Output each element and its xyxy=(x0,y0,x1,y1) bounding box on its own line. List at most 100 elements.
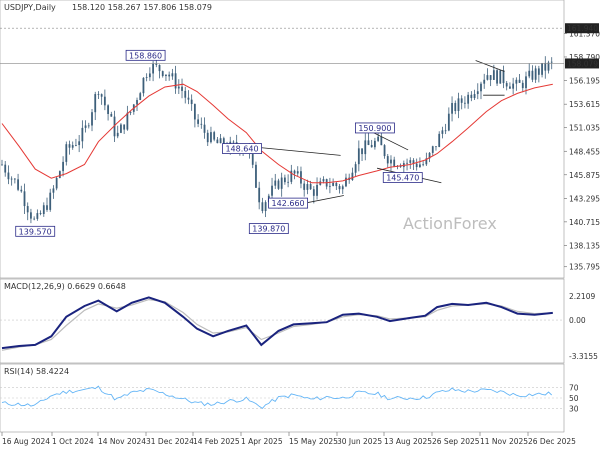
candle-body xyxy=(1,164,3,166)
candle-body xyxy=(42,205,45,215)
candle-body xyxy=(518,79,521,83)
candle-body xyxy=(71,145,74,148)
candle-body xyxy=(168,74,171,77)
candle-body xyxy=(68,144,71,148)
candle-body xyxy=(148,73,151,78)
candle-body xyxy=(274,180,277,186)
candle-body xyxy=(46,205,48,210)
candle-body xyxy=(332,182,335,186)
macd-y-tick: -3.3155 xyxy=(569,352,598,361)
annotation-label: 145.470 xyxy=(386,173,419,182)
x-axis-label: 26 Dec 2025 xyxy=(528,437,576,446)
annotation-box xyxy=(222,143,262,154)
candle-body xyxy=(309,184,312,190)
candle-body xyxy=(476,91,479,95)
price-y-tick: 148.455 xyxy=(569,147,600,156)
candle-body xyxy=(312,189,315,196)
candle-body xyxy=(97,94,100,95)
candle-body xyxy=(52,188,55,193)
price-header-symbol: USDJPY,Daily xyxy=(4,3,56,12)
annotation-label: 139.570 xyxy=(19,227,52,236)
candle-body xyxy=(470,94,473,99)
candle-body xyxy=(78,141,81,146)
candle-body xyxy=(283,177,286,183)
candle-body xyxy=(412,160,415,164)
candle-body xyxy=(113,116,116,137)
candle-body xyxy=(20,189,23,192)
annotation-box xyxy=(355,122,395,134)
candle-body xyxy=(473,94,476,99)
candle-body xyxy=(145,77,148,78)
candle-body xyxy=(370,144,373,148)
trend-line xyxy=(246,145,341,156)
annotation-box xyxy=(382,172,423,183)
candle-body xyxy=(174,73,177,89)
candle-body xyxy=(406,162,408,164)
candle-body xyxy=(155,63,158,65)
candle-body xyxy=(505,83,508,87)
candle-body xyxy=(4,164,7,173)
moving-average-line xyxy=(1,83,553,184)
price-header-ohlc: 158.120 158.267 157.806 158.079 xyxy=(72,3,212,12)
candle-body xyxy=(534,68,537,80)
candle-body xyxy=(116,132,119,137)
candle-body xyxy=(451,102,453,114)
candle-body xyxy=(280,177,283,189)
price-panel xyxy=(0,0,565,279)
candle-body xyxy=(357,148,360,165)
candle-body xyxy=(36,213,39,219)
candle-body xyxy=(531,70,534,80)
candle-body xyxy=(84,125,87,128)
candle-body xyxy=(492,70,495,80)
candle-body xyxy=(123,124,126,130)
candle-body xyxy=(126,112,129,130)
candle-body xyxy=(152,63,154,74)
candle-body xyxy=(525,76,527,89)
candle-body xyxy=(444,130,447,132)
macd-panel xyxy=(0,278,565,364)
candle-body xyxy=(171,73,174,77)
candle-body xyxy=(10,178,13,180)
candle-body xyxy=(409,160,412,163)
candle-body xyxy=(422,164,425,166)
candle-body xyxy=(415,163,418,168)
candle-body xyxy=(537,68,540,75)
x-axis-label: 14 Nov 2024 xyxy=(98,437,146,446)
candle-body xyxy=(335,182,338,187)
rsi-y-tick: 30 xyxy=(569,404,579,413)
macd-y-tick: 2.2109 xyxy=(569,292,595,301)
x-axis-label: 26 Sep 2025 xyxy=(432,437,480,446)
x-axis-label: 30 Jun 2025 xyxy=(337,437,382,446)
candle-body xyxy=(206,132,209,143)
candle-body xyxy=(287,181,290,183)
candle-body xyxy=(197,119,199,124)
price-tag-label: 158.079 xyxy=(567,59,598,68)
candle-body xyxy=(441,130,444,134)
candle-body xyxy=(110,113,113,117)
candle-body xyxy=(120,124,122,133)
price-y-tick: 151.035 xyxy=(569,124,600,133)
candle-body xyxy=(390,159,392,164)
candle-body xyxy=(550,61,553,63)
candle-body xyxy=(290,170,293,182)
annotation-label: 158.860 xyxy=(129,51,162,60)
candle-body xyxy=(190,99,193,105)
candle-body xyxy=(431,146,434,153)
candle-body xyxy=(251,154,254,165)
candle-body xyxy=(380,136,383,146)
x-axis-label: 16 Aug 2024 xyxy=(2,437,50,446)
candle-body xyxy=(509,86,511,89)
annotation-box xyxy=(15,225,56,237)
x-axis-label: 1 Apr 2025 xyxy=(241,437,283,446)
candle-body xyxy=(213,132,216,140)
price-y-tick: 140.715 xyxy=(569,218,600,227)
x-axis-label: 14 Feb 2025 xyxy=(193,437,240,446)
price-y-tick: 143.295 xyxy=(569,194,600,203)
candle-body xyxy=(383,145,386,157)
candle-body xyxy=(136,100,138,105)
x-axis-label: 13 Aug 2025 xyxy=(384,437,432,446)
macd-line xyxy=(1,296,553,350)
candle-body xyxy=(258,187,261,203)
candle-body xyxy=(232,141,235,143)
candle-body xyxy=(187,97,190,100)
